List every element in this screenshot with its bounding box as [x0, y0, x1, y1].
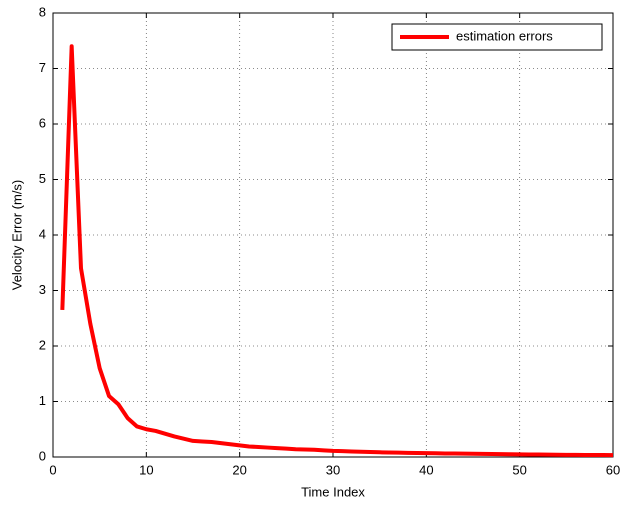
- y-tick-label: 4: [39, 226, 46, 241]
- x-axis-label: Time Index: [301, 484, 365, 499]
- x-tick-label: 0: [49, 462, 56, 477]
- x-tick-label: 30: [326, 462, 340, 477]
- y-tick-label: 6: [39, 115, 46, 130]
- data-line: [60, 44, 614, 458]
- y-tick-label: 1: [39, 393, 46, 408]
- x-tick-label: 20: [232, 462, 246, 477]
- y-tick-label: 5: [39, 171, 46, 186]
- plot-frame: [52, 12, 614, 458]
- legend-label: estimation errors: [456, 28, 553, 43]
- x-tick-label: 40: [419, 462, 433, 477]
- y-axis-label: Velocity Error (m/s): [9, 180, 24, 291]
- y-tick-label: 3: [39, 282, 46, 297]
- y-tick-label: 8: [39, 4, 46, 19]
- y-tick-label: 2: [39, 337, 46, 352]
- x-tick-label: 10: [139, 462, 153, 477]
- x-tick-label: 60: [606, 462, 620, 477]
- y-tick-label: 7: [39, 60, 46, 75]
- x-tick-label: 50: [512, 462, 526, 477]
- y-tick-label: 0: [39, 448, 46, 463]
